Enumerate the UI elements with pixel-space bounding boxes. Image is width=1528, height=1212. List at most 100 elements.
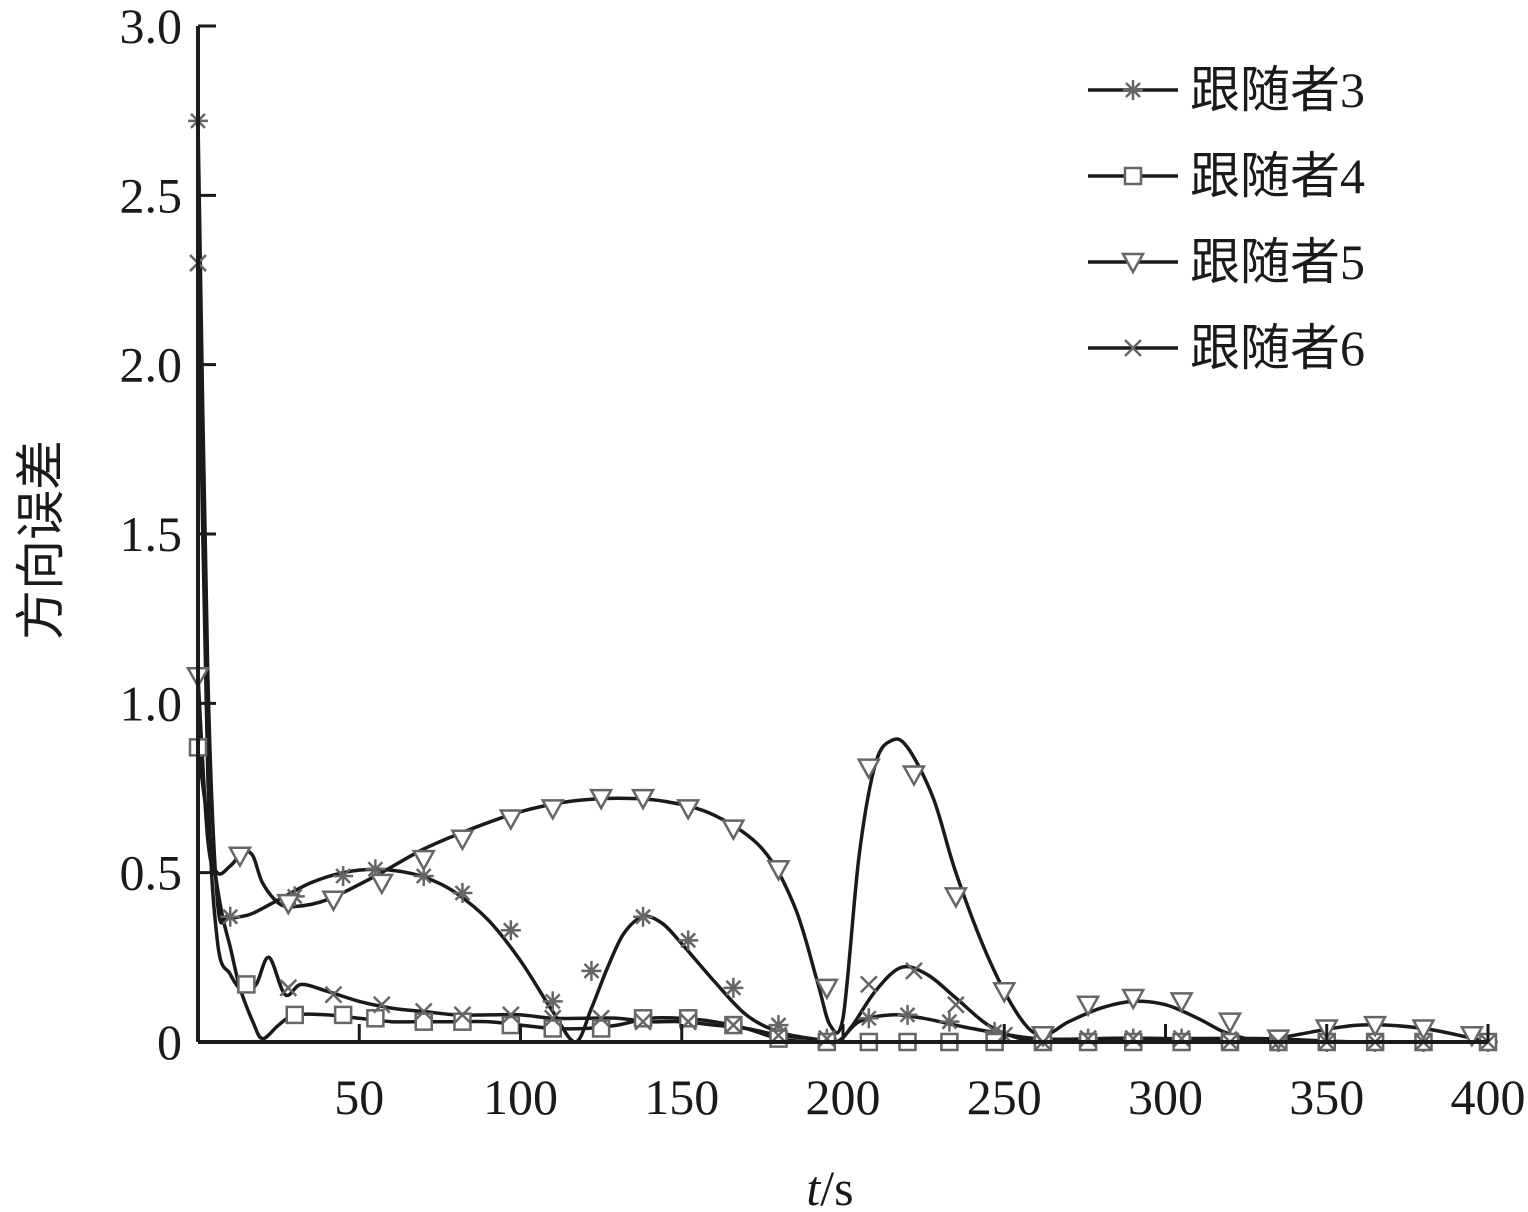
series-4-marker-shape (414, 1012, 433, 1031)
x-axis-label-unit: /s (820, 1160, 853, 1212)
series-5-marker (1266, 1029, 1291, 1052)
legend-item: 跟随者6 (1088, 320, 1365, 376)
series-3-marker-stroke (222, 908, 239, 925)
x-axis-label-variable: t (806, 1160, 821, 1212)
series-5-marker (901, 765, 927, 788)
series-5-marker-shape (227, 846, 253, 869)
series-4-marker (237, 975, 256, 994)
series-6-marker (372, 995, 391, 1014)
series-3-marker (333, 866, 354, 887)
series-5-marker-shape (1217, 1012, 1243, 1035)
series-5-marker (943, 887, 968, 909)
y-tick-label: 0.5 (120, 845, 183, 901)
x-tick-label: 350 (1289, 1069, 1364, 1125)
axes-layer: 0 0.5 1.0 1.5 2.0 2.5 3.0 50 100 150 200 250 300 350 4… (120, 0, 1526, 1125)
series-5-marker (450, 829, 475, 852)
series-5-marker (721, 819, 746, 842)
series-3-marker-stroke (899, 1007, 916, 1023)
series-5-marker (1217, 1012, 1243, 1035)
series-5-marker-shape (1459, 1025, 1484, 1048)
series-3-marker-stroke (725, 979, 742, 996)
series-5-marker (540, 799, 565, 821)
legend-marker-shape (1120, 252, 1146, 275)
series-5-marker-shape (1121, 988, 1146, 1011)
series-5-marker (630, 788, 656, 811)
series-5-marker-shape (856, 758, 881, 781)
x-tick-label: 300 (1128, 1069, 1203, 1125)
legend: 跟随者3 跟随者4 跟随者5 跟随者6 (1088, 62, 1365, 376)
series-6-marker (592, 1009, 611, 1028)
series-5-marker-shape (1411, 1019, 1436, 1042)
series-3-marker-stroke (680, 932, 697, 949)
series-5-marker (766, 860, 791, 882)
y-tick-label: 2.0 (120, 337, 183, 393)
series-6-marker (724, 1016, 743, 1034)
legend-marker-shape (1123, 166, 1143, 186)
series-4-marker-shape (333, 1005, 353, 1025)
series-5-marker (276, 893, 301, 916)
series-6-marker-stroke (279, 978, 298, 997)
legend-marker (1123, 166, 1143, 186)
series-5-marker-shape (498, 809, 523, 832)
legend-marker (1120, 252, 1146, 275)
series-5-marker-shape (630, 788, 656, 811)
series-5-marker-shape (276, 893, 301, 916)
series-3-marker (858, 1008, 879, 1029)
series-4-marker-shape (237, 975, 256, 994)
series-5-marker (856, 758, 881, 781)
series-3-marker (633, 906, 654, 927)
y-tick-label: 0 (157, 1014, 182, 1070)
series-3-marker (897, 1004, 918, 1025)
series-6-marker (859, 975, 878, 994)
series-5-marker-shape (1266, 1029, 1291, 1052)
series-6-marker-stroke (634, 1012, 652, 1031)
series-5-marker (814, 978, 839, 1001)
series-4-marker (333, 1005, 353, 1025)
series-4-marker (543, 1019, 562, 1038)
series-5-marker-shape (1363, 1015, 1388, 1038)
legend-marker (1124, 339, 1142, 357)
series-3-marker-stroke (502, 922, 519, 939)
series-4-marker (501, 1015, 521, 1035)
series-3-marker (500, 920, 521, 941)
series-5-marker-shape (1169, 992, 1194, 1014)
series-5-marker-shape (1075, 995, 1101, 1018)
series-6-marker (414, 1002, 433, 1021)
series-6-marker-stroke (859, 975, 878, 994)
series-3-marker-stroke (583, 962, 600, 979)
series-6-marker-stroke (414, 1002, 433, 1021)
series-4-marker-shape (591, 1019, 611, 1038)
series-5-marker (992, 981, 1017, 1004)
series-5-marker (1169, 992, 1194, 1014)
legend-label: 跟随者6 (1190, 320, 1365, 376)
series-5-marker (411, 849, 436, 872)
series-6-marker-stroke (724, 1016, 743, 1034)
series-4-marker-shape (633, 1009, 653, 1028)
series-5-marker (1363, 1015, 1388, 1038)
legend-marker-stroke (1125, 82, 1141, 98)
series-5-marker (589, 788, 614, 811)
series-3-marker-stroke (335, 868, 352, 884)
series-3-marker (723, 977, 744, 998)
series-6-marker (453, 1006, 472, 1024)
legend-label: 跟随者5 (1190, 234, 1365, 290)
series-4-marker-shape (769, 1029, 788, 1048)
series-5-marker (369, 873, 394, 896)
series-4-marker (769, 1029, 788, 1048)
series-5-marker (1411, 1019, 1436, 1042)
series-4-marker (678, 1009, 698, 1028)
x-axis-label: t/s (806, 1160, 853, 1212)
series-6-marker-stroke (905, 961, 923, 980)
series-6-marker (634, 1012, 652, 1031)
series-6-marker (324, 985, 343, 1004)
y-tick-label: 3.0 (120, 0, 183, 54)
series-3-marker (581, 960, 602, 981)
series-4-marker (633, 1009, 653, 1028)
series-5-marker-shape (589, 788, 614, 811)
series-4-marker-shape (501, 1015, 521, 1035)
series-3-marker-stroke (635, 908, 651, 925)
series-5-marker (227, 846, 253, 869)
series-5-marker (676, 799, 701, 821)
